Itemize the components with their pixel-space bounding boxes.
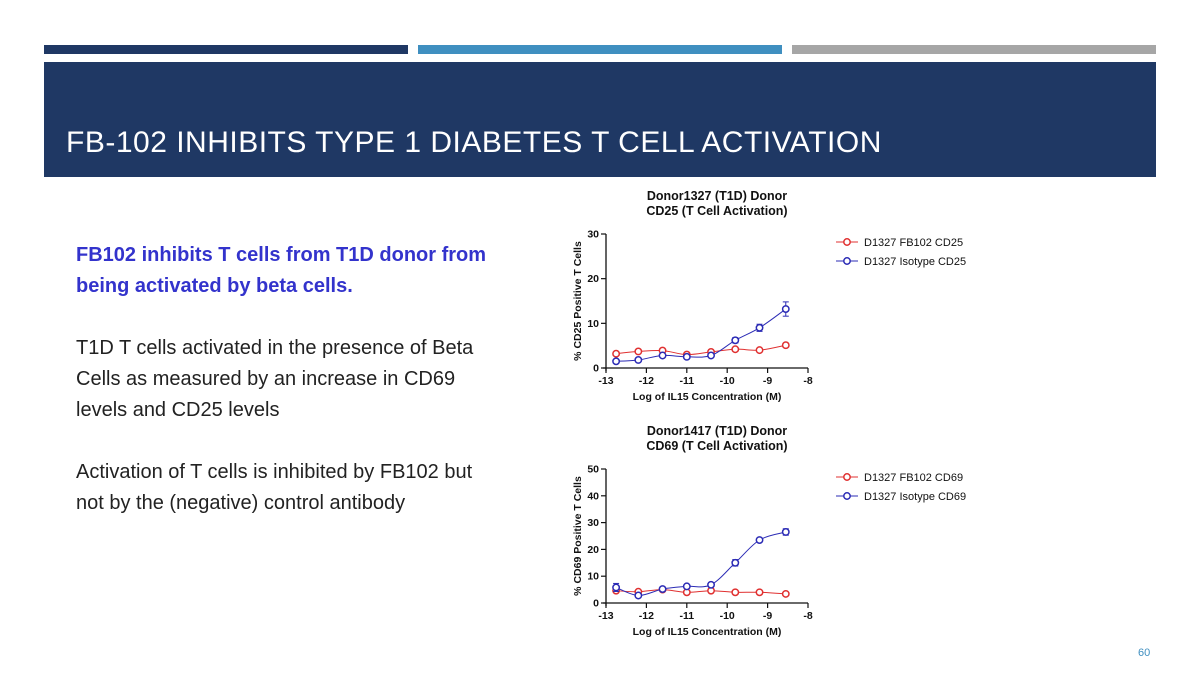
y-axis-label: % CD25 Positive T Cells: [572, 241, 584, 361]
chart-title: Donor1327 (T1D) Donor: [647, 189, 787, 203]
y-axis-label: % CD69 Positive T Cells: [572, 476, 584, 596]
data-point-series-1: [731, 588, 740, 597]
data-point-series-2: [781, 528, 790, 536]
legend-marker: [843, 238, 851, 246]
x-axis-label: Log of IL15 Concentration (M): [633, 626, 782, 638]
data-point-series-2: [682, 582, 691, 591]
y-tick-label: 0: [593, 598, 599, 610]
x-tick-label: -11: [679, 375, 694, 387]
paragraph-activation: T1D T cells activated in the presence of…: [76, 337, 474, 421]
data-point-series-2: [682, 352, 691, 361]
title-banner: FB-102 INHIBITS TYPE 1 DIABETES T CELL A…: [44, 62, 1156, 177]
page-number: 60: [1138, 647, 1151, 659]
y-tick-label: 30: [587, 517, 599, 529]
data-point-series-1: [781, 341, 790, 350]
y-tick-label: 40: [587, 490, 599, 502]
data-point-series-2: [658, 351, 667, 360]
data-point-series-1: [634, 347, 643, 356]
data-point-series-1: [755, 588, 764, 597]
x-tick-label: -12: [639, 375, 654, 387]
y-tick-label: 10: [587, 571, 599, 583]
accent-bar-blue: [418, 45, 782, 54]
data-point-series-2: [731, 336, 740, 345]
y-tick-label: 50: [587, 464, 599, 476]
data-point-series-2: [658, 585, 667, 594]
y-tick-label: 20: [587, 544, 599, 556]
legend-marker: [843, 473, 851, 481]
data-point-series-2: [755, 536, 764, 544]
x-tick-label: -10: [720, 375, 735, 387]
data-point-series-1: [612, 349, 621, 358]
legend-label: D1327 FB102 CD25: [864, 237, 963, 249]
legend-marker: [843, 492, 851, 500]
data-point-series-2: [634, 356, 643, 364]
y-tick-label: 10: [587, 318, 599, 330]
legend-marker: [843, 257, 851, 265]
data-point-series-2: [634, 591, 643, 600]
x-tick-label: -13: [598, 375, 613, 387]
legend-label: D1327 Isotype CD69: [864, 491, 966, 503]
chart-subtitle: CD25 (T Cell Activation): [646, 204, 787, 218]
chart-subtitle: CD69 (T Cell Activation): [646, 439, 787, 453]
x-tick-label: -13: [598, 610, 613, 622]
x-tick-label: -8: [803, 375, 812, 387]
y-tick-label: 0: [593, 363, 599, 375]
x-tick-label: -10: [720, 610, 735, 622]
x-axis-label: Log of IL15 Concentration (M): [633, 391, 782, 403]
x-tick-label: -8: [803, 610, 812, 622]
data-point-series-2: [781, 305, 790, 313]
accent-bar-grey: [792, 45, 1156, 54]
data-point-series-2: [612, 357, 621, 366]
body-text: FB102 inhibits T cells from T1D donor fr…: [76, 240, 496, 550]
x-tick-label: -9: [763, 610, 772, 622]
slide-title: FB-102 INHIBITS TYPE 1 DIABETES T CELL A…: [66, 126, 882, 159]
data-point-series-2: [707, 351, 715, 360]
x-tick-label: -12: [639, 610, 654, 622]
data-point-series-2: [707, 580, 715, 589]
data-point-series-1: [731, 345, 740, 354]
legend-label: D1327 FB102 CD69: [864, 472, 963, 484]
lead-paragraph: FB102 inhibits T cells from T1D donor fr…: [76, 244, 487, 297]
x-tick-label: -9: [763, 375, 772, 387]
chart-title: Donor1417 (T1D) Donor: [647, 424, 787, 438]
x-tick-label: -11: [679, 610, 694, 622]
data-point-series-1: [781, 589, 790, 598]
y-tick-label: 20: [587, 273, 599, 285]
paragraph-inhibition: Activation of T cells is inhibited by FB…: [76, 461, 473, 514]
legend-label: D1327 Isotype CD25: [864, 256, 966, 268]
data-point-series-2: [755, 323, 764, 332]
data-point-series-1: [755, 346, 764, 355]
data-point-series-2: [731, 558, 740, 567]
accent-bar-navy: [44, 45, 408, 54]
data-point-series-2: [612, 583, 621, 592]
y-tick-label: 30: [587, 229, 599, 241]
